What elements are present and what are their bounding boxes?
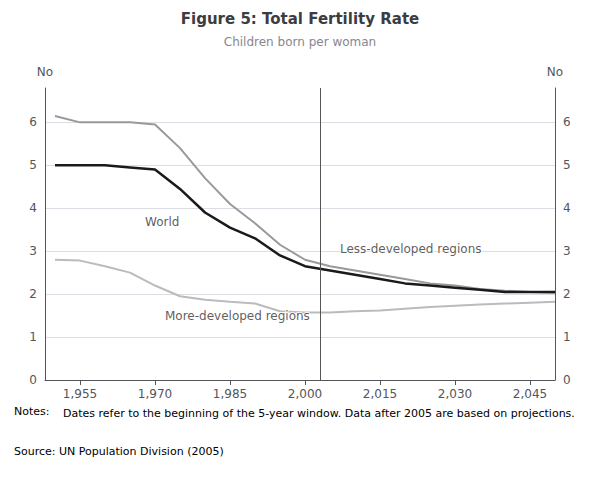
svg-text:1,970: 1,970 xyxy=(138,387,172,401)
svg-text:3: 3 xyxy=(29,244,37,258)
svg-text:2: 2 xyxy=(563,287,571,301)
svg-text:World: World xyxy=(145,215,179,229)
svg-text:Source: UN Population Division: Source: UN Population Division (2005) xyxy=(14,445,224,458)
svg-text:No: No xyxy=(37,65,53,79)
svg-text:0: 0 xyxy=(29,373,37,387)
svg-text:2,015: 2,015 xyxy=(363,387,397,401)
svg-text:5: 5 xyxy=(563,158,571,172)
svg-text:2,030: 2,030 xyxy=(438,387,472,401)
svg-text:1: 1 xyxy=(29,330,37,344)
svg-text:1: 1 xyxy=(563,330,571,344)
svg-text:2,000: 2,000 xyxy=(288,387,322,401)
svg-text:Less-developed regions: Less-developed regions xyxy=(340,242,482,256)
svg-text:1,955: 1,955 xyxy=(63,387,97,401)
svg-text:4: 4 xyxy=(563,201,571,215)
svg-text:4: 4 xyxy=(29,201,37,215)
svg-text:2: 2 xyxy=(29,287,37,301)
svg-text:1,985: 1,985 xyxy=(213,387,247,401)
svg-text:6: 6 xyxy=(563,115,571,129)
svg-text:No: No xyxy=(547,65,563,79)
svg-text:3: 3 xyxy=(563,244,571,258)
svg-text:Children born per woman: Children born per woman xyxy=(224,35,376,49)
svg-text:0: 0 xyxy=(563,373,571,387)
svg-text:6: 6 xyxy=(29,115,37,129)
svg-text:Notes:: Notes: xyxy=(14,405,49,418)
svg-text:More-developed regions: More-developed regions xyxy=(165,309,310,323)
svg-text:2,045: 2,045 xyxy=(513,387,547,401)
svg-text:Dates refer to the beginning o: Dates refer to the beginning of the 5-ye… xyxy=(56,407,575,420)
svg-text:5: 5 xyxy=(29,158,37,172)
svg-text:Figure 5: Total Fertility Rate: Figure 5: Total Fertility Rate xyxy=(181,10,419,28)
